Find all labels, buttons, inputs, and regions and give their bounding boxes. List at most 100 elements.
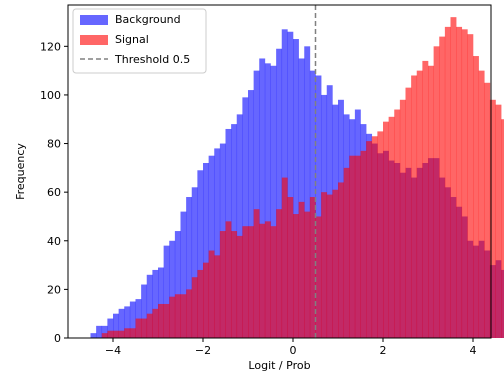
histogram-bar-background (163, 245, 170, 338)
y-tick-label: 80 (47, 138, 61, 151)
histogram-bar-signal (191, 277, 198, 338)
histogram-bar-signal (141, 318, 148, 338)
histogram-bar-background (287, 31, 294, 339)
histogram-bar-signal (450, 17, 457, 339)
histogram-bar-signal (405, 87, 412, 338)
histogram-bar-background (158, 267, 164, 338)
histogram-bar-background (214, 148, 221, 338)
histogram-bar-signal (473, 56, 479, 338)
histogram-bar-signal (298, 201, 305, 338)
histogram-bar-background (298, 58, 305, 338)
histogram-bar-signal (489, 99, 496, 338)
histogram-bar-signal (354, 155, 361, 338)
histogram-bar-signal (163, 303, 170, 338)
histogram-bar-background (197, 170, 204, 338)
histogram-bar-signal (495, 104, 502, 338)
histogram-bar-signal (411, 75, 418, 339)
histogram-bar-signal (377, 131, 384, 338)
histogram-bar-background (203, 162, 209, 338)
plot-area (90, 5, 504, 339)
histogram-bar-signal (388, 116, 395, 338)
y-tick-label: 120 (40, 40, 61, 53)
histogram-bar-background (315, 75, 322, 339)
histogram-bar-signal (264, 221, 271, 338)
legend-swatch-background (80, 15, 108, 25)
x-tick-label: −2 (195, 344, 211, 357)
histogram-bar-background (186, 197, 193, 338)
histogram-bar-signal (169, 296, 176, 338)
x-tick-label: 0 (290, 344, 297, 357)
histogram-bar-signal (197, 269, 204, 338)
histogram-bar-background (253, 70, 260, 338)
histogram-bar-signal (124, 328, 131, 338)
plot-frame (67, 4, 492, 339)
histogram-bar-signal (281, 177, 288, 338)
histogram-bar-background (141, 284, 148, 338)
histogram-bar-signal (270, 226, 277, 338)
y-tick-label: 0 (54, 332, 61, 345)
x-tick-label: 4 (470, 344, 477, 357)
histogram-bar-background (90, 333, 97, 338)
histogram-bar-signal (253, 209, 260, 338)
histogram-bar-signal (259, 223, 266, 338)
histogram-bar-signal (416, 70, 423, 338)
histogram-bar-signal (422, 60, 429, 338)
histogram-bar-signal (248, 226, 254, 338)
histogram-bar-signal (129, 328, 136, 338)
histogram-bar-signal (428, 65, 434, 339)
histogram-bar-signal (113, 330, 119, 338)
histogram-bar-signal (304, 211, 311, 338)
histogram-bar-background (124, 306, 131, 338)
histogram-bar-background (231, 124, 238, 338)
histogram-bar-signal (287, 197, 294, 338)
signal-bars (101, 17, 504, 339)
legend-label-signal: Signal (115, 33, 149, 46)
histogram-bar-signal (225, 221, 232, 338)
x-axis-title: Logit / Prob (248, 359, 310, 372)
histogram-bar-background (118, 308, 125, 338)
histogram-bar-signal (501, 119, 504, 339)
histogram-bar-background (270, 65, 277, 339)
legend-label-background: Background (115, 13, 181, 26)
histogram-bar-signal (180, 294, 187, 338)
histogram-bar-signal (309, 197, 316, 338)
histogram-bar-signal (338, 182, 344, 338)
x-tick-label: 2 (380, 344, 387, 357)
histogram-bar-background (191, 187, 198, 338)
histogram-bar-signal (360, 150, 367, 338)
histogram-bar-signal (203, 262, 209, 338)
x-axis: −4 −2 0 2 4 (105, 338, 477, 357)
histogram-bar-signal (326, 194, 333, 338)
histogram-bar-signal (399, 99, 406, 338)
histogram-bar-background (129, 301, 136, 338)
histogram-bar-signal (174, 294, 181, 338)
histogram-bar-signal (444, 26, 451, 338)
histogram-bar-background (293, 39, 299, 338)
histogram-bar-signal (276, 209, 283, 338)
histogram-bar-signal (343, 167, 350, 338)
legend-label-threshold: Threshold 0.5 (114, 53, 190, 66)
histogram-bar-signal (186, 289, 193, 338)
histogram-bar-background (152, 269, 159, 338)
histogram-bar-signal (349, 155, 356, 338)
histogram-bar-background (259, 58, 266, 338)
x-tick-label: −4 (105, 344, 121, 357)
histogram-bar-signal (461, 29, 468, 339)
histogram-bar-signal (478, 70, 485, 338)
histogram-bar-background (113, 313, 119, 338)
histogram-bar-signal (366, 141, 373, 338)
histogram-bar-signal (394, 109, 401, 339)
histogram-bar-signal (135, 318, 142, 338)
histogram-bar-background (180, 211, 187, 338)
histogram-bar-background (208, 155, 215, 338)
histogram-bar-signal (332, 189, 339, 338)
histogram-bar-background (304, 46, 311, 338)
histogram-bar-signal (214, 255, 221, 338)
histogram-bar-background (248, 90, 254, 338)
histogram-bar-signal (152, 308, 159, 338)
histogram-bar-signal (467, 34, 474, 339)
histogram-bar-signal (439, 36, 446, 338)
histogram-bar-signal (158, 303, 164, 338)
histogram-bar-signal (315, 216, 322, 338)
